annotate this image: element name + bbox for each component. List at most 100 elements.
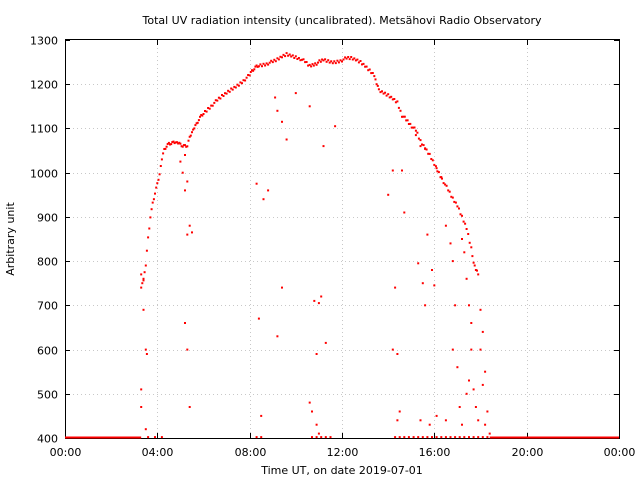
scatter-point [141,282,144,285]
floor-point [486,436,489,439]
floor-point [324,436,327,439]
curve-point [166,143,169,145]
curve-point [219,97,222,100]
curve-point [287,54,290,57]
scatter-point [317,302,320,305]
curve-point [251,69,253,72]
curve-point [410,126,413,129]
curve-point [393,98,396,100]
scatter-point [426,233,429,236]
floor-point [255,436,258,439]
curve-point [248,74,251,77]
floor-point [160,436,163,439]
scatter-point [458,406,461,408]
scatter-point [398,410,401,413]
scatter-point [281,120,283,123]
scatter-point [179,160,182,163]
scatter-point [145,353,148,355]
curve-point [170,143,173,146]
scatter-point [431,269,433,271]
curve-point [195,122,198,125]
curve-point [422,144,425,147]
curve-point [150,208,153,211]
curve-point [388,96,391,99]
curve-point [142,279,145,282]
curve-point [214,99,217,102]
curve-point [194,124,197,127]
curve-point [237,84,240,87]
scatter-point [281,286,283,289]
floor-point [458,436,461,439]
curve-point [345,57,348,60]
scatter-point [267,189,270,192]
x-tick-label: 00:00 [50,446,82,459]
curve-point [144,264,147,267]
curve-point [172,140,175,143]
scatter-point [142,308,145,311]
curve-point [470,246,473,249]
curve-point [317,61,319,64]
floor-point [329,436,332,439]
curve-point [257,65,260,68]
scatter-point [188,406,191,408]
scatter-point [470,348,473,351]
curve-point [454,201,457,204]
curve-point [342,58,345,61]
curve-point [254,65,257,68]
scatter-point [421,282,424,285]
curve-point [284,55,287,58]
curve-point [474,269,477,271]
data-points [65,52,619,439]
y-axis-label: Arbitrary unit [4,202,17,276]
curve-point [241,82,243,85]
curve-point [459,213,462,216]
curve-point [421,143,423,146]
scatter-point [260,414,263,417]
curve-point [290,55,293,58]
curve-point [397,106,400,109]
curve-point [181,145,184,148]
curve-point [202,113,205,115]
floor-point [417,436,420,439]
curve-point [416,131,419,134]
curve-point [327,59,330,62]
curve-point [437,171,440,174]
curve-point [149,216,152,219]
curve-point [192,128,195,131]
curve-point [304,61,307,64]
curve-point [279,55,282,58]
curve-point [165,145,168,148]
curve-point [262,62,265,65]
y-tick-label: 1100 [30,123,58,136]
y-tick-label: 1200 [30,79,58,92]
scatter-point [394,286,397,289]
curve-point [318,59,321,62]
scatter-point [140,406,143,408]
curve-point [264,64,267,67]
curve-point [253,68,256,71]
scatter-point [456,366,459,369]
scatter-point [419,419,422,422]
curve-point [362,62,365,65]
curve-point [211,104,214,107]
curve-point [348,58,351,61]
scatter-point [274,96,277,99]
scatter-point [444,224,447,227]
curve-point [155,186,158,189]
floor-point [398,436,401,439]
curve-point [291,54,294,57]
curve-point [477,273,480,276]
curve-point [222,95,225,97]
x-tick-label: 08:00 [235,446,267,459]
curve-point [464,222,467,225]
curve-point [277,58,280,61]
scatter-point [191,231,193,234]
floor-point [260,436,263,439]
curve-point [296,58,299,60]
curve-point [268,61,271,64]
y-tick-label: 700 [37,300,58,313]
curve-point [365,65,368,68]
scatter-point [419,145,422,148]
scatter-point [317,432,320,435]
curve-point [442,182,445,185]
